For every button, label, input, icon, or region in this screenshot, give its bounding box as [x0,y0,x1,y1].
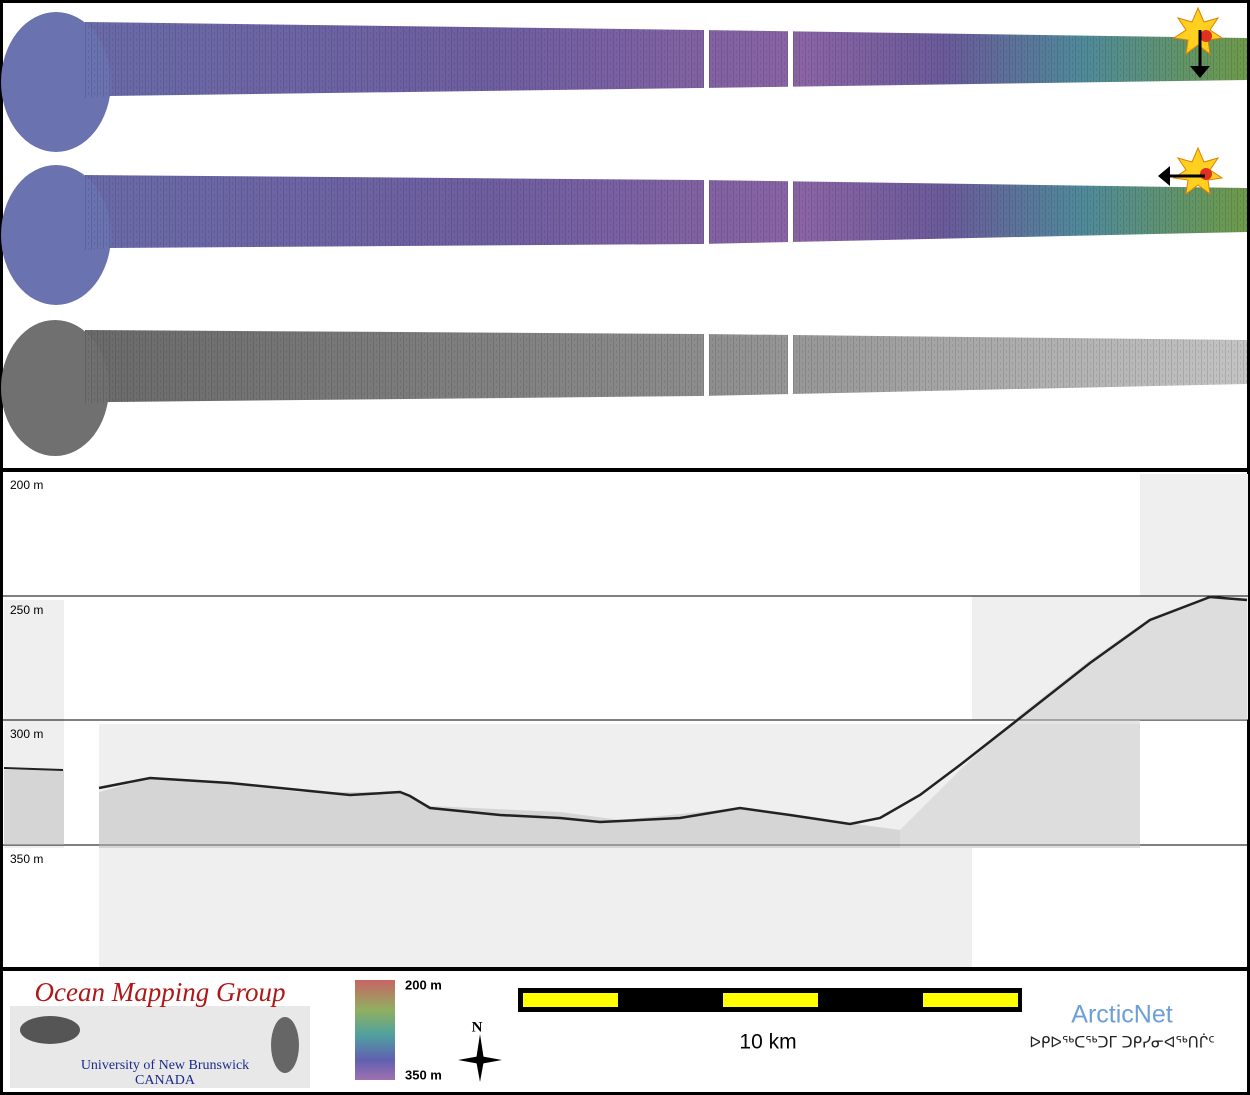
depth-label: 350 m [10,852,43,866]
depth-label: 200 m [10,478,43,492]
compass-label: N [472,1019,483,1035]
depth-label: 300 m [10,727,43,741]
sun-icon [1172,6,1224,78]
logo: Ocean Mapping Group University of New Br… [10,977,310,1088]
scale-label: 10 km [739,1031,796,1054]
colorbar-label: 350 m [405,1067,442,1082]
logo-university: University of New Brunswick [81,1058,249,1073]
arcticnet-logo: ArcticNet ᐅᑭᐅᖅᑕᖅᑐᒥ ᑐᑭᓯᓂᐊᖅᑎᒌᑦ [1029,1001,1214,1052]
colorbar: 200 m 350 m [355,977,442,1082]
logo-country: CANADA [135,1073,196,1088]
colorbar-label: 200 m [405,977,442,992]
bathymetry-strip [1,12,1247,152]
arcticnet-name: ArcticNet [1071,1001,1172,1029]
depth-label: 250 m [10,603,43,617]
bathymetry-strip [1,165,1247,305]
arcticnet-syllabics: ᐅᑭᐅᖅᑕᖅᑐᒥ ᑐᑭᓯᓂᐊᖅᑎᒌᑦ [1029,1034,1214,1052]
logo-title: Ocean Mapping Group [35,977,286,1007]
backscatter-strip [1,320,1247,456]
scale-bar: 10 km [518,988,1022,1054]
compass: N [458,1019,502,1082]
sun-icon [1158,146,1224,196]
profile-panel: 200 m 250 m 300 m 350 m [0,474,1250,967]
